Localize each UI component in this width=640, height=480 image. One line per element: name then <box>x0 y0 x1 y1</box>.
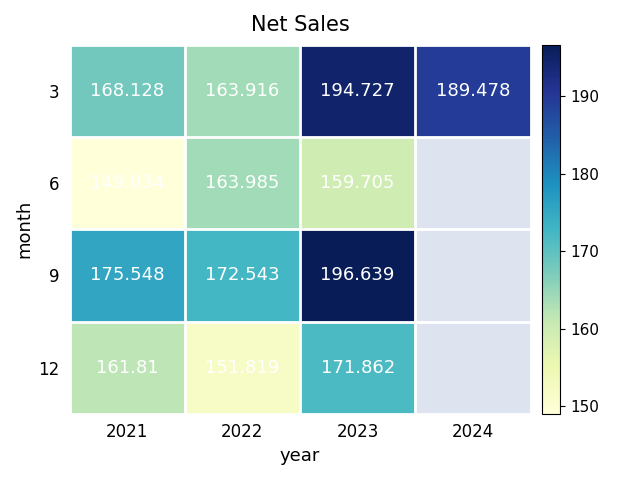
Bar <box>70 45 185 137</box>
Text: 171.862: 171.862 <box>321 359 395 377</box>
Bar <box>185 229 300 322</box>
Bar <box>70 229 185 322</box>
Bar <box>185 137 300 229</box>
Text: 194.727: 194.727 <box>321 82 395 100</box>
Bar <box>300 45 415 137</box>
Bar <box>300 322 415 414</box>
Text: 168.128: 168.128 <box>90 82 164 100</box>
X-axis label: year: year <box>280 447 320 465</box>
Text: 149.034: 149.034 <box>90 174 164 192</box>
Text: 161.81: 161.81 <box>96 359 159 377</box>
Bar <box>300 229 415 322</box>
Title: Net Sales: Net Sales <box>251 15 349 35</box>
Text: 159.705: 159.705 <box>321 174 395 192</box>
Bar <box>185 322 300 414</box>
Bar <box>185 45 300 137</box>
Text: 163.916: 163.916 <box>205 82 280 100</box>
Bar <box>415 322 531 414</box>
Text: 189.478: 189.478 <box>436 82 510 100</box>
Text: 196.639: 196.639 <box>321 266 395 285</box>
Bar <box>70 322 185 414</box>
Text: 151.819: 151.819 <box>205 359 280 377</box>
Bar <box>415 137 531 229</box>
Bar <box>300 137 415 229</box>
Y-axis label: month: month <box>15 200 33 258</box>
Text: 175.548: 175.548 <box>90 266 164 285</box>
Bar <box>415 229 531 322</box>
Bar <box>415 45 531 137</box>
Text: 163.985: 163.985 <box>205 174 280 192</box>
Text: 172.543: 172.543 <box>205 266 280 285</box>
Bar <box>70 137 185 229</box>
